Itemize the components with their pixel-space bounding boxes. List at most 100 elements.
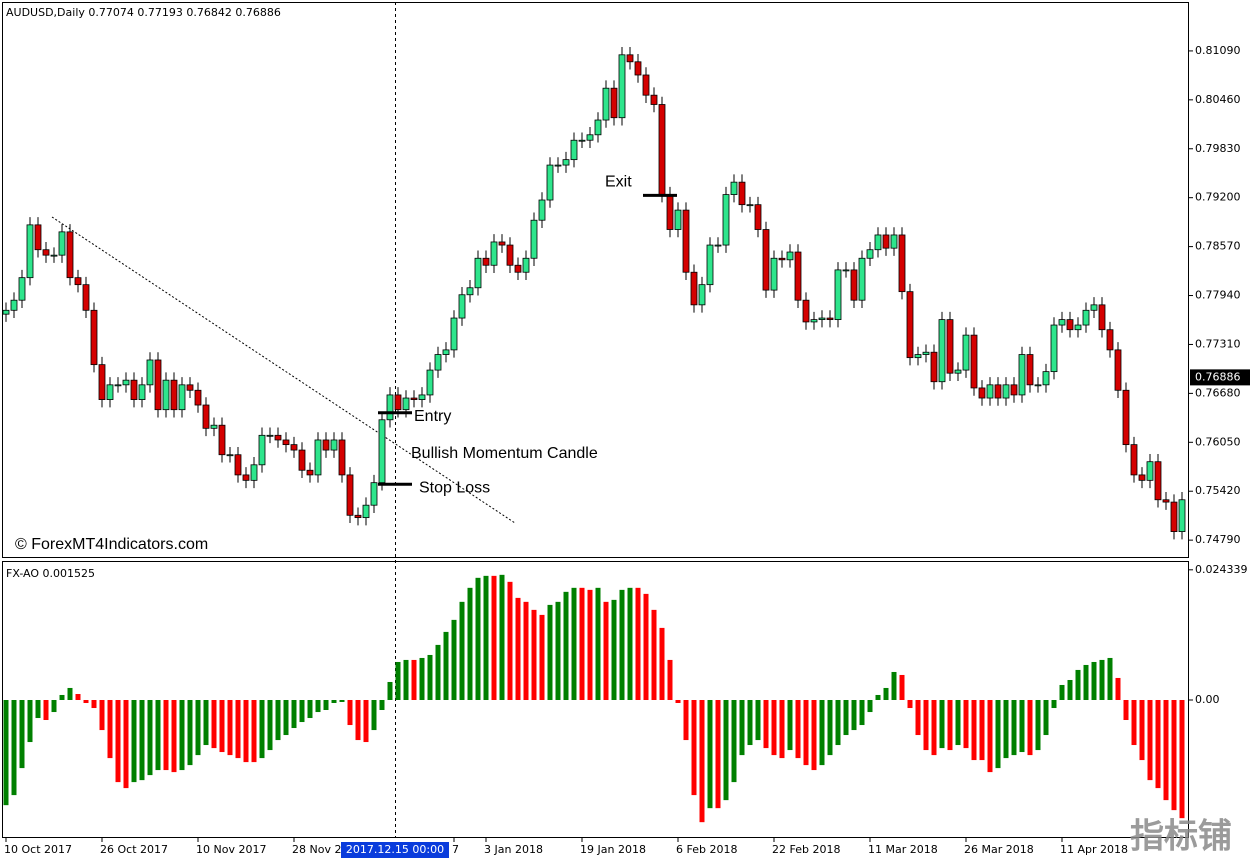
- y-tick-label: 0.00: [1195, 693, 1220, 706]
- candle-body: [1154, 461, 1162, 501]
- ao-bar: [1067, 679, 1073, 700]
- ao-bar: [979, 700, 985, 761]
- candle-body: [1162, 499, 1170, 503]
- y-tick-label: 0.76680: [1195, 386, 1241, 399]
- ao-bar: [555, 601, 561, 700]
- x-tick-label: 19 Jan 2018: [580, 843, 646, 856]
- candle-body: [378, 419, 386, 484]
- candle-body: [130, 379, 138, 400]
- ao-bar: [403, 659, 409, 700]
- candle-body: [354, 514, 362, 519]
- ao-bar: [147, 700, 153, 776]
- ao-bar: [1131, 700, 1137, 746]
- ao-bar: [3, 700, 9, 806]
- price-tag: [1190, 369, 1250, 386]
- ao-bar: [59, 694, 65, 700]
- x-tick-label: 11 Apr 2018: [1060, 843, 1128, 856]
- ao-bar: [691, 700, 697, 796]
- ao-bar: [475, 577, 481, 700]
- candle-body: [994, 384, 1002, 399]
- ao-bar: [443, 631, 449, 700]
- candle-body: [618, 54, 626, 119]
- candle-body: [402, 397, 410, 411]
- ao-bar: [1019, 700, 1025, 753]
- candle-body: [626, 54, 634, 63]
- candle-body: [362, 504, 370, 519]
- candle-body: [682, 209, 690, 273]
- x-tick-label: 6 Feb 2018: [676, 843, 737, 856]
- ao-bar: [923, 700, 929, 751]
- y-tick-label: 0.77940: [1195, 289, 1241, 302]
- ao-bar: [1059, 684, 1065, 700]
- y-tick-label: 0.79830: [1195, 142, 1241, 155]
- ao-bar: [83, 700, 89, 703]
- candle-body: [650, 94, 658, 105]
- candle-body: [226, 454, 234, 457]
- ao-bar: [1003, 700, 1009, 759]
- candle-body: [1122, 389, 1130, 446]
- ao-bar: [771, 700, 777, 756]
- candle-body: [722, 194, 730, 246]
- ao-bar: [1179, 700, 1185, 819]
- candle-body: [2, 309, 10, 315]
- ao-bar: [547, 604, 553, 700]
- copyright: © ForexMT4Indicators.com: [15, 536, 208, 553]
- ao-bar: [35, 700, 41, 719]
- ao-bar: [867, 700, 873, 713]
- crosshair-label: 2017.12.15 00:00: [346, 843, 444, 856]
- candle-body: [1026, 354, 1034, 386]
- candle-body: [178, 384, 186, 411]
- candle-body: [938, 319, 946, 383]
- candle-body: [58, 231, 66, 256]
- candle-body: [714, 244, 722, 247]
- ao-bar: [251, 700, 257, 763]
- ao-bar: [987, 700, 993, 773]
- ao-bar: [27, 700, 33, 743]
- ao-bar: [451, 619, 457, 700]
- candle-body: [242, 474, 250, 481]
- level-label: Entry: [414, 408, 451, 425]
- ao-bar: [91, 700, 97, 709]
- candle-body: [170, 379, 178, 411]
- ao-bar: [947, 700, 953, 751]
- candle-body: [754, 204, 762, 230]
- x-tick-label: 26 Mar 2018: [964, 843, 1034, 856]
- x-tick-label: 10 Oct 2017: [4, 843, 72, 856]
- candle-body: [1074, 324, 1082, 331]
- candle-body: [42, 249, 50, 256]
- candle-body: [418, 394, 426, 400]
- candle-body: [586, 134, 594, 141]
- ao-bar: [491, 575, 497, 700]
- candle-body: [602, 87, 610, 121]
- ao-bar: [315, 700, 321, 713]
- x-tick-label: 26 Oct 2017: [100, 843, 168, 856]
- ao-bar: [243, 700, 249, 763]
- ao-bar: [483, 575, 489, 700]
- candle-body: [890, 234, 898, 249]
- candle-body: [778, 257, 786, 261]
- ao-bar: [163, 700, 169, 771]
- ao-bar: [291, 700, 297, 729]
- ao-bar: [971, 700, 977, 761]
- ao-bar: [299, 700, 305, 723]
- candle-body: [330, 439, 338, 451]
- candle-body: [882, 234, 890, 249]
- candle-body: [162, 379, 170, 411]
- ao-bar: [659, 627, 665, 700]
- ao-bar: [955, 700, 961, 746]
- candle-body: [34, 224, 42, 251]
- ao-bar: [635, 587, 641, 700]
- candle-body: [498, 241, 506, 246]
- candle-body: [786, 251, 794, 261]
- candle-body: [738, 181, 746, 206]
- ao-bar: [579, 587, 585, 700]
- ao-bar: [595, 587, 601, 700]
- candle-body: [26, 224, 34, 279]
- ao-bar: [811, 700, 817, 771]
- candle-body: [146, 359, 154, 386]
- x-tick-label: 7: [452, 843, 459, 856]
- candle-body: [458, 294, 466, 319]
- candle-body: [370, 482, 378, 506]
- ao-bar: [891, 671, 897, 700]
- candle-body: [250, 464, 258, 481]
